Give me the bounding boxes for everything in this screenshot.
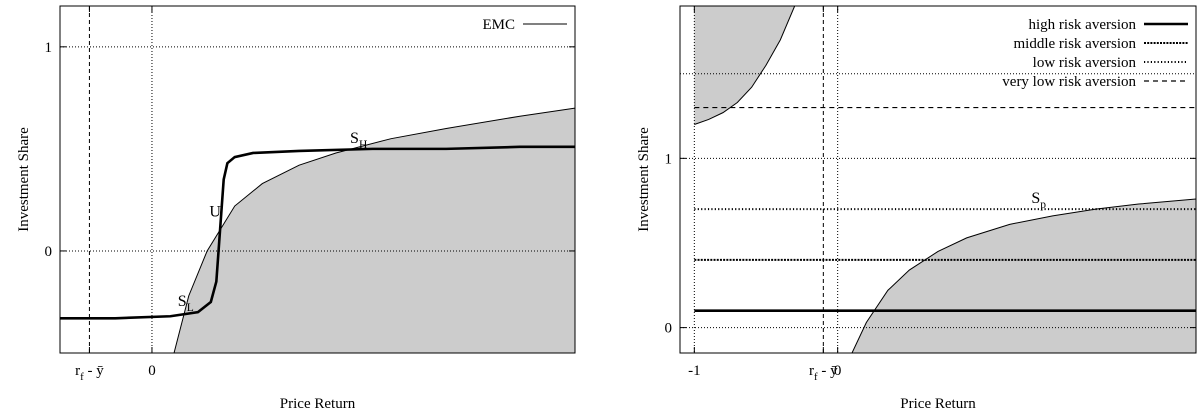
- x-axis-label: Price Return: [900, 396, 976, 412]
- chart-panel-1: 0 1 rf - ȳ 0 Price Return Investment Share SL U…: [16, 5, 576, 412]
- x-tick-label: rf - ȳ: [75, 363, 104, 383]
- legend: high risk aversion middle risk aversion lo…: [1002, 17, 1188, 90]
- point-annotation: U: [209, 203, 221, 220]
- y-axis-label: Investment Share: [16, 127, 32, 232]
- region-boundary-1: [694, 6, 796, 125]
- legend: EMC: [482, 17, 567, 33]
- x-tick-label: 0: [834, 363, 842, 379]
- point-annotation: Sp: [1031, 190, 1046, 211]
- y-axis-label: Investment Share: [636, 127, 652, 232]
- point-annotation: SH: [350, 130, 367, 151]
- legend-label: low risk aversion: [1033, 55, 1137, 71]
- y-tick-label: 0: [665, 321, 673, 337]
- x-tick-label: rf - ȳ: [809, 363, 838, 383]
- region-boundary-2: [851, 198, 1196, 353]
- shaded-region-1: [174, 108, 575, 353]
- legend-label: very low risk aversion: [1002, 74, 1136, 90]
- shaded-region-2: [852, 198, 1196, 353]
- legend-label: EMC: [482, 17, 515, 33]
- plot-frame: [59, 5, 576, 354]
- x-axis-label: Price Return: [280, 396, 356, 412]
- legend-label: high risk aversion: [1029, 17, 1137, 33]
- point-annotation: SL: [178, 293, 194, 314]
- shaded-region-1: [694, 6, 795, 125]
- series-line-1: [60, 145, 575, 320]
- plot-area: [680, 6, 1196, 353]
- x-tick-label: 0: [148, 363, 156, 379]
- y-tick-label: 1: [45, 40, 53, 56]
- y-tick-label: 0: [45, 244, 53, 260]
- x-tick-label: -1: [688, 363, 701, 379]
- plot-frame: [679, 5, 1197, 354]
- legend-label: middle risk aversion: [1014, 36, 1137, 52]
- y-tick-label: 1: [665, 151, 673, 167]
- plot-area: [60, 6, 575, 353]
- region-boundary-1: [173, 107, 575, 353]
